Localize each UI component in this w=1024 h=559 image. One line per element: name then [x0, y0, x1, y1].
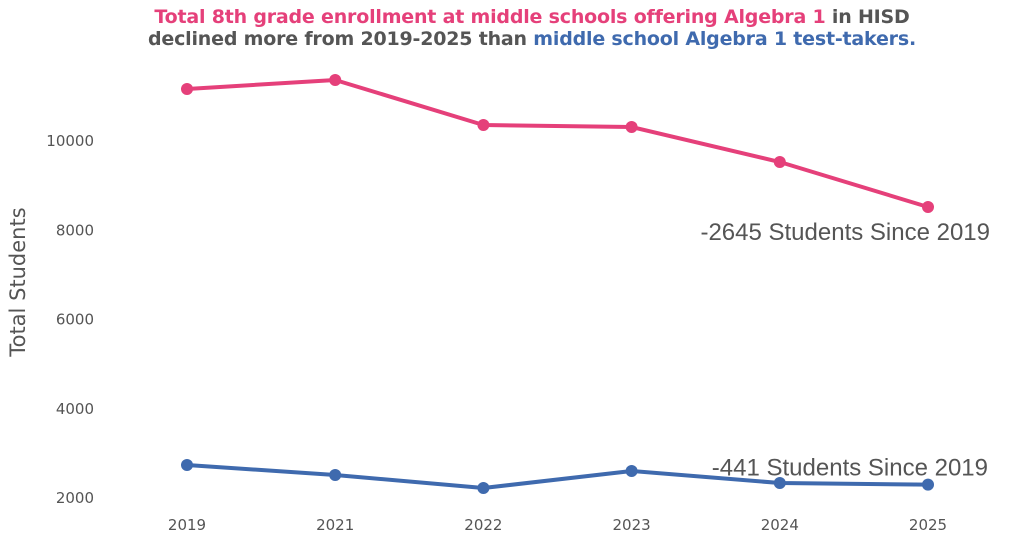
y-tick-label: 4000	[56, 400, 94, 418]
annotations: -2645 Students Since 2019 -441 Students S…	[700, 219, 990, 482]
chart-title-line-1: Total 8th grade enrollment at middle sch…	[0, 6, 1024, 28]
y-tick-label: 2000	[56, 489, 94, 507]
x-tick-label: 2024	[761, 516, 799, 534]
title-segment-hisd: in HISD	[825, 6, 910, 28]
data-point	[773, 156, 786, 169]
data-point	[773, 477, 786, 490]
title-segment-test-takers: middle school Algebra 1 test-takers.	[533, 28, 916, 50]
data-point	[477, 482, 490, 495]
change-annotation: -441 Students Since 2019	[712, 455, 988, 482]
title-segment-enrollment: Total 8th grade enrollment at middle sch…	[154, 6, 826, 28]
series-line	[186, 77, 929, 209]
x-tick-label: 2023	[613, 516, 651, 534]
y-axis-label: Total Students	[6, 207, 30, 357]
series-line	[186, 462, 929, 491]
data-point	[922, 201, 934, 214]
y-tick-label: 10000	[46, 132, 94, 150]
y-tick-label: 8000	[56, 221, 94, 239]
data-point	[181, 458, 193, 471]
change-annotation: -2645 Students Since 2019	[700, 219, 990, 246]
data-point	[477, 118, 490, 131]
x-tick-label: 2025	[909, 516, 947, 534]
data-point	[625, 120, 638, 133]
chart-title-line-2: declined more from 2019-2025 than middle…	[0, 28, 1024, 50]
x-axis-ticks: 2019 2021 2022 2023 2024 2025	[168, 516, 947, 534]
data-point	[329, 73, 342, 86]
x-tick-label: 2019	[168, 516, 206, 534]
data-point	[181, 82, 193, 95]
series-group	[181, 73, 934, 495]
data-point	[329, 469, 342, 482]
title-segment-declined: declined more from 2019-2025 than	[148, 28, 534, 50]
data-point	[922, 478, 934, 491]
x-tick-label: 2021	[316, 516, 354, 534]
y-tick-label: 6000	[56, 311, 94, 329]
series-0	[181, 73, 934, 214]
data-point	[625, 465, 638, 478]
y-axis-ticks: 2000 4000 6000 8000 10000	[46, 132, 94, 507]
series-1	[181, 458, 934, 495]
x-tick-label: 2022	[464, 516, 502, 534]
